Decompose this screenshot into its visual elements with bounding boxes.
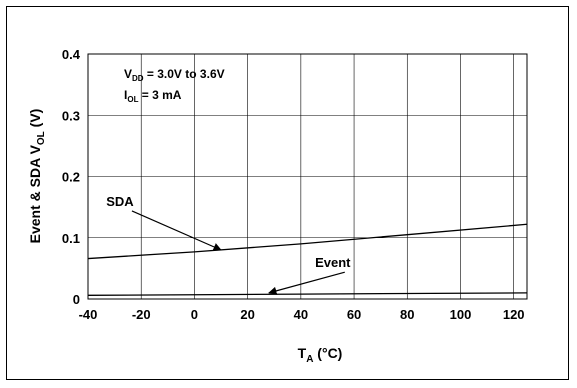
conditions-label: VDD = 3.0V to 3.6V IOL = 3 mA <box>124 67 225 104</box>
annotation-event: Event <box>315 255 351 270</box>
annotation-layer: SDA Event <box>106 194 351 295</box>
vdd-condition: VDD = 3.0V to 3.6V <box>124 67 225 83</box>
series-line-sda <box>87 223 528 260</box>
y-tick-label: 0.1 <box>62 231 80 246</box>
y-tick-label: 0.4 <box>62 47 81 62</box>
series-line-event <box>87 292 528 296</box>
series-layer <box>87 223 528 296</box>
y-tick-label: 0.2 <box>62 170 80 185</box>
x-tick-label: 40 <box>294 307 308 322</box>
iol-condition: IOL = 3 mA <box>124 88 182 104</box>
figure-frame <box>6 6 569 380</box>
annotation-arrow-event <box>268 271 345 295</box>
x-tick-labels: -40 -20 0 20 40 60 80 100 120 <box>79 307 525 322</box>
x-tick-label: -20 <box>132 307 151 322</box>
x-tick-label: 80 <box>400 307 414 322</box>
y-tick-label: 0.3 <box>62 108 80 123</box>
y-axis-label: Event & SDA VOL (V) <box>27 109 47 244</box>
x-tick-label: 100 <box>450 307 472 322</box>
x-tick-label: 120 <box>503 307 525 322</box>
x-tick-label: 60 <box>347 307 361 322</box>
x-tick-label: -40 <box>79 307 98 322</box>
y-tick-label: 0 <box>73 292 80 307</box>
plot-area <box>87 53 528 300</box>
y-tick-labels: 0 0.1 0.2 0.3 0.4 <box>62 47 81 307</box>
annotation-arrow-sda <box>131 210 222 251</box>
x-tick-label: 20 <box>240 307 254 322</box>
annotation-sda: SDA <box>106 194 134 209</box>
x-axis-label: TA (°C) <box>298 345 343 365</box>
x-tick-label: 0 <box>191 307 198 322</box>
